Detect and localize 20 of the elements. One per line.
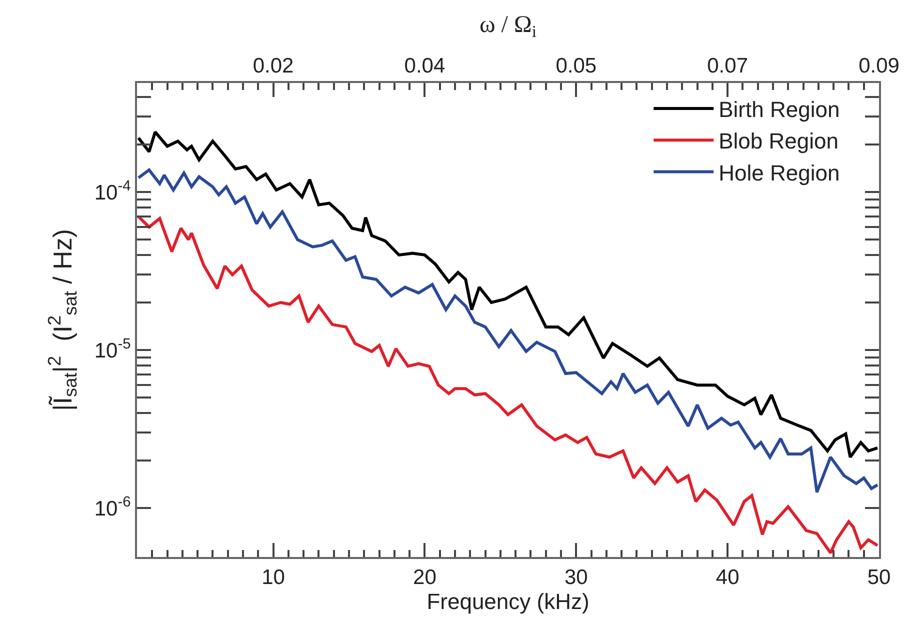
x2-tick-label: 0.04 (404, 54, 446, 78)
x-tick-label: 30 (564, 566, 588, 590)
x-tick-label: 40 (716, 566, 740, 590)
line-series (137, 130, 879, 459)
line-series (137, 215, 879, 554)
x-tick-label: 50 (867, 566, 891, 590)
y-tick-label: 10$^{-4}$ (94, 178, 131, 204)
x2-axis-title: ω / Ω$_{i}$ (480, 12, 537, 42)
x2-tick-label: 0.02 (252, 54, 294, 78)
legend-label: Birth Region (718, 97, 840, 122)
x2-tick-label: 0.09 (858, 54, 900, 78)
x2-tick-label: 0.07 (707, 54, 748, 78)
x-tick-label: 10 (262, 566, 285, 590)
x-tick-label: 20 (413, 566, 436, 590)
x2-tick-label: 0.05 (556, 54, 597, 78)
y-tick-label: 10$^{-5}$ (94, 336, 131, 362)
x-axis-title: Frequency (kHz) (426, 589, 590, 614)
y-tick-label: 10$^{-6}$ (94, 494, 131, 520)
legend-label: Hole Region (718, 160, 840, 186)
legend-label: Blob Region (718, 128, 838, 154)
